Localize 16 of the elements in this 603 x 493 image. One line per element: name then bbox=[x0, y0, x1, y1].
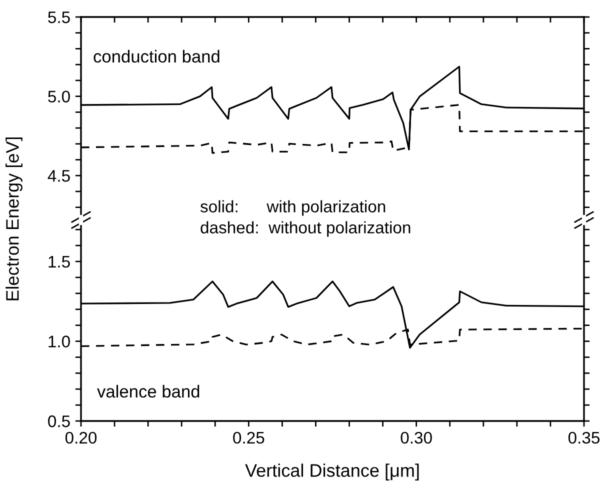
y-tick-label: 1.5 bbox=[48, 256, 70, 268]
annotation: valence band bbox=[97, 384, 200, 398]
annotation: solid: with polarization bbox=[200, 200, 386, 216]
x-axis-title: Vertical Distance [μm] bbox=[245, 464, 419, 480]
annotation: conduction band bbox=[94, 50, 220, 63]
x-tick-label: 0.25 bbox=[233, 432, 264, 444]
y-tick-label: 5.5 bbox=[48, 12, 70, 24]
y-tick-label: 4.5 bbox=[48, 170, 70, 182]
x-tick-label: 0.30 bbox=[400, 432, 432, 444]
y-tick-label: 5.0 bbox=[48, 90, 70, 102]
y-tick-label: 1.0 bbox=[48, 336, 70, 348]
y-tick-label: 0.5 bbox=[48, 415, 70, 428]
x-tick-label: 0.35 bbox=[568, 432, 600, 444]
y-axis-title: Electron Energy [eV] bbox=[6, 137, 22, 300]
annotation: dashed: without polarization bbox=[200, 221, 410, 237]
x-tick-label: 0.20 bbox=[65, 432, 97, 444]
